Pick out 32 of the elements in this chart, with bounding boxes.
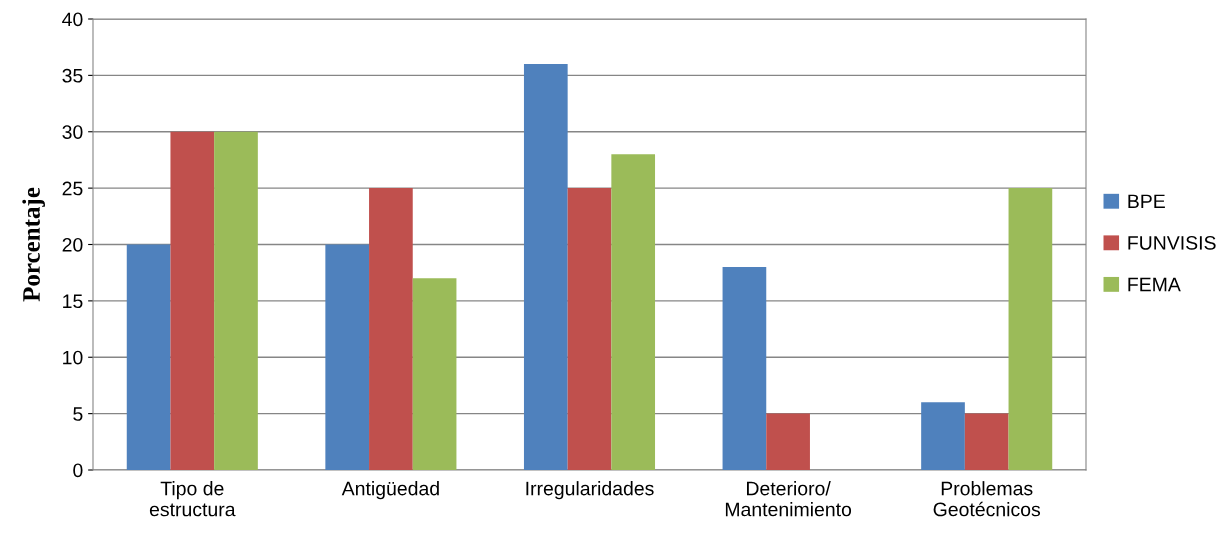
legend-label: BPE <box>1128 194 1165 209</box>
bar <box>369 188 413 470</box>
y-tick-label: 0 <box>73 463 83 478</box>
y-tick-label: 40 <box>62 12 83 27</box>
bar <box>611 154 656 470</box>
bar <box>126 244 171 470</box>
bar <box>325 244 370 470</box>
bar <box>567 188 612 470</box>
legend-label: FUNVISIS <box>1128 236 1216 250</box>
y-axis-title: Porcentaje <box>22 187 45 302</box>
y-tick-label: 5 <box>73 407 83 421</box>
bar <box>170 131 215 470</box>
bar <box>523 64 568 470</box>
x-tick-label: Problemas Geotécnicos <box>933 481 1041 517</box>
bar <box>1008 188 1053 470</box>
x-tick-label: Deterioro/ Mantenimiento <box>725 481 852 517</box>
bar <box>964 413 1009 470</box>
x-tick-label: Irregularidades <box>526 481 654 500</box>
y-tick-label: 15 <box>63 294 83 309</box>
y-tick-label: 25 <box>62 181 83 196</box>
bar <box>412 278 457 470</box>
bar <box>921 402 965 470</box>
y-tick-label: 35 <box>62 68 83 83</box>
y-tick-label: 20 <box>62 237 83 252</box>
legend-label: FEMA <box>1128 277 1181 292</box>
y-tick-label: 10 <box>63 350 83 365</box>
bar <box>214 131 258 470</box>
x-tick-label: Tipo de estructura <box>149 481 236 517</box>
y-tick-label: 30 <box>62 125 83 139</box>
bar <box>766 413 810 470</box>
bar <box>722 267 767 470</box>
x-tick-label: Antigüedad <box>341 481 439 500</box>
